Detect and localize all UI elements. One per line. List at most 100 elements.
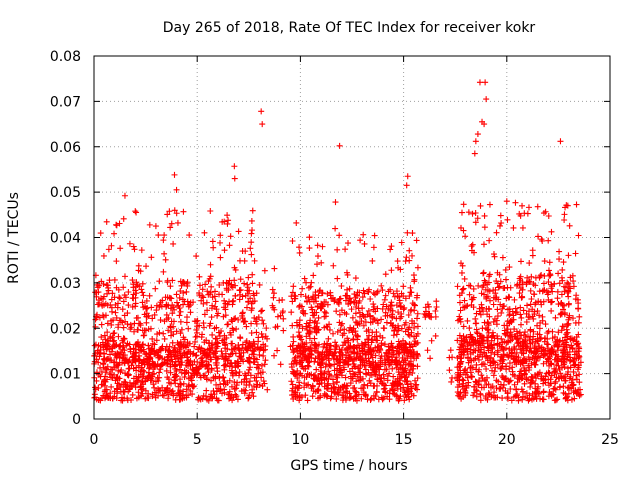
- chart-title: Day 265 of 2018, Rate Of TEC Index for r…: [163, 20, 536, 36]
- data-point: [332, 339, 339, 346]
- data-point: [132, 208, 139, 215]
- data-point: [543, 350, 550, 357]
- data-point: [124, 371, 131, 378]
- data-point: [143, 359, 150, 366]
- data-point: [298, 359, 305, 366]
- data-point: [315, 292, 322, 299]
- data-point: [406, 293, 413, 300]
- data-point: [371, 316, 378, 323]
- data-point: [489, 383, 496, 390]
- data-point: [121, 335, 128, 342]
- data-point: [374, 317, 381, 324]
- data-point: [206, 339, 213, 346]
- data-point: [558, 291, 565, 298]
- data-point: [358, 395, 365, 402]
- data-point: [122, 357, 129, 364]
- data-point: [404, 173, 411, 180]
- data-point: [324, 385, 331, 392]
- data-point: [332, 390, 339, 397]
- data-point: [555, 329, 562, 336]
- data-point: [124, 340, 131, 347]
- data-point: [559, 364, 566, 371]
- data-point: [204, 346, 211, 353]
- data-point: [296, 249, 303, 256]
- data-point: [204, 396, 211, 403]
- data-point: [213, 359, 220, 366]
- data-point: [222, 381, 229, 388]
- data-point: [161, 232, 168, 239]
- data-point: [465, 209, 472, 216]
- data-point: [331, 367, 338, 374]
- data-point: [521, 364, 528, 371]
- data-point: [389, 307, 396, 314]
- data-point: [388, 243, 395, 250]
- data-point: [343, 345, 350, 352]
- data-point: [210, 387, 217, 394]
- data-point: [116, 317, 123, 324]
- data-point: [406, 369, 413, 376]
- data-point: [381, 296, 388, 303]
- data-point: [498, 219, 505, 226]
- data-point: [295, 342, 302, 349]
- data-point: [325, 368, 332, 375]
- data-point: [213, 381, 220, 388]
- data-point: [548, 349, 555, 356]
- data-point: [476, 366, 483, 373]
- data-point: [162, 294, 169, 301]
- data-point: [253, 316, 260, 323]
- data-point: [308, 348, 315, 355]
- data-point: [576, 371, 583, 378]
- data-point: [473, 320, 480, 327]
- data-point: [165, 395, 172, 402]
- data-point: [222, 312, 229, 319]
- data-point: [570, 283, 577, 290]
- data-point: [403, 352, 410, 359]
- data-point: [178, 361, 185, 368]
- data-point: [345, 362, 352, 369]
- data-point: [519, 202, 526, 209]
- data-point: [494, 361, 501, 368]
- data-point: [142, 395, 149, 402]
- data-point: [154, 331, 161, 338]
- data-point: [380, 325, 387, 332]
- data-point: [545, 369, 552, 376]
- data-point: [391, 293, 398, 300]
- data-point: [249, 386, 256, 393]
- data-point: [482, 395, 489, 402]
- data-point: [433, 298, 440, 305]
- data-point: [473, 386, 480, 393]
- data-point: [196, 363, 203, 370]
- data-point: [367, 313, 374, 320]
- data-point: [553, 362, 560, 369]
- data-point: [361, 240, 368, 247]
- data-point: [388, 382, 395, 389]
- data-point: [92, 350, 99, 357]
- data-point: [389, 322, 396, 329]
- data-point: [563, 326, 570, 333]
- data-point: [299, 325, 306, 332]
- data-point: [542, 321, 549, 328]
- data-point: [371, 303, 378, 310]
- data-point: [201, 339, 208, 346]
- data-point: [336, 352, 343, 359]
- data-point: [254, 344, 261, 351]
- data-point: [454, 283, 461, 290]
- data-point: [307, 283, 314, 290]
- data-point: [330, 330, 337, 337]
- data-point: [526, 336, 533, 343]
- data-point: [111, 276, 118, 283]
- data-point: [390, 390, 397, 397]
- y-tick-label: 0: [72, 412, 81, 428]
- data-point: [231, 345, 238, 352]
- data-point: [135, 374, 142, 381]
- data-point: [171, 361, 178, 368]
- data-point: [409, 343, 416, 350]
- data-point: [361, 361, 368, 368]
- data-point: [229, 340, 236, 347]
- data-point: [115, 351, 122, 358]
- data-point: [379, 287, 386, 294]
- data-point: [262, 357, 269, 364]
- data-point: [476, 79, 483, 86]
- data-point: [353, 292, 360, 299]
- data-point: [134, 339, 141, 346]
